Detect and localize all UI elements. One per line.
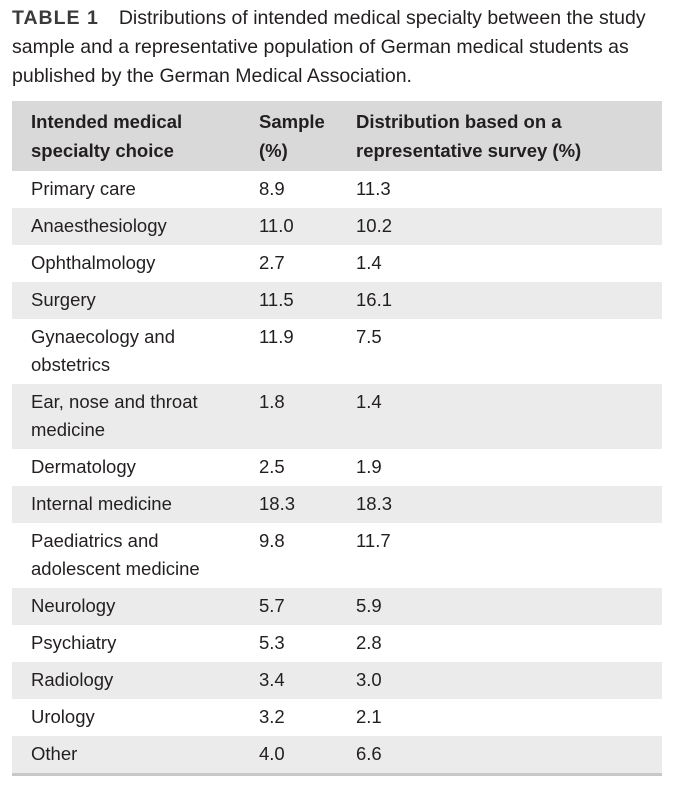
sample-cell: 3.2 [259, 706, 285, 727]
table-body: Primary care 8.9 11.3 Anaesthesiology 11.0 10… [12, 171, 662, 776]
specialty-cell: Primary care [31, 178, 136, 199]
specialty-cell: Dermatology [31, 456, 136, 477]
sample-cell: 2.7 [259, 252, 285, 273]
specialty-cell: Internal medicine [12, 486, 240, 523]
survey-cell: 11.7 [356, 530, 391, 551]
survey-cell: 2.1 [356, 706, 382, 727]
table-row: Internal medicine 18.3 18.3 [12, 486, 662, 523]
sample-cell: 5.3 [259, 632, 285, 653]
table-row: Surgery 11.5 16.1 [12, 282, 662, 319]
sample-cell: 8.9 [259, 178, 285, 199]
sample-cell: 3.4 [240, 662, 337, 699]
header-row: Intended medical specialty choice Sample… [12, 101, 662, 171]
survey-cell: 1.4 [356, 252, 382, 273]
specialty-cell: Urology [31, 706, 95, 727]
caption-text: Distributions of intended medical specia… [12, 7, 646, 87]
table-row: Urology 3.2 2.1 [12, 699, 662, 736]
specialty-cell: Other [12, 736, 240, 776]
specialty-cell: Radiology [12, 662, 240, 699]
sample-cell: 11.9 [259, 326, 294, 347]
survey-cell: 18.3 [337, 486, 662, 523]
column-header-specialty: Intended medical specialty choice [12, 101, 240, 171]
survey-cell: 1.4 [337, 384, 662, 449]
specialty-cell: Paediatrics and adolescent medicine [31, 530, 200, 579]
specialty-cell: Surgery [12, 282, 240, 319]
specialty-table: Intended medical specialty choice Sample… [12, 101, 662, 776]
sample-cell: 5.7 [240, 588, 337, 625]
table-row: Paediatrics and adolescent medicine 9.8 11… [12, 523, 662, 588]
sample-cell: 18.3 [240, 486, 337, 523]
table-label: TABLE 1 [12, 7, 99, 29]
survey-cell: 11.3 [356, 178, 391, 199]
sample-cell: 1.8 [240, 384, 337, 449]
table-row: Anaesthesiology 11.0 10.2 [12, 208, 662, 245]
table-row: Radiology 3.4 3.0 [12, 662, 662, 699]
survey-cell: 5.9 [337, 588, 662, 625]
table-row: Other 4.0 6.6 [12, 736, 662, 776]
column-header-survey: Distribution based on a representative s… [337, 101, 662, 171]
survey-cell: 2.8 [356, 632, 382, 653]
table-row: Ophthalmology 2.7 1.4 [12, 245, 662, 282]
sample-cell: 4.0 [240, 736, 337, 776]
table-row: Primary care 8.9 11.3 [12, 171, 662, 208]
table-caption: TABLE 1 Distributions of intended medical… [12, 4, 667, 91]
table-row: Ear, nose and throat medicine 1.8 1.4 [12, 384, 662, 449]
sample-cell: 11.0 [240, 208, 337, 245]
sample-cell: 2.5 [259, 456, 285, 477]
survey-cell: 1.9 [356, 456, 382, 477]
column-header-sample: Sample (%) [240, 101, 337, 171]
table-row: Gynaecology and obstetrics 11.9 7.5 [12, 319, 662, 384]
specialty-cell: Ophthalmology [31, 252, 156, 273]
table-row: Neurology 5.7 5.9 [12, 588, 662, 625]
table-row: Psychiatry 5.3 2.8 [12, 625, 662, 662]
sample-cell: 11.5 [240, 282, 337, 319]
specialty-cell: Neurology [12, 588, 240, 625]
specialty-cell: Anaesthesiology [12, 208, 240, 245]
specialty-cell: Gynaecology and obstetrics [31, 326, 175, 375]
survey-cell: 7.5 [356, 326, 382, 347]
table-row: Dermatology 2.5 1.9 [12, 449, 662, 486]
survey-cell: 3.0 [337, 662, 662, 699]
specialty-cell: Ear, nose and throat medicine [12, 384, 240, 449]
sample-cell: 9.8 [259, 530, 285, 551]
survey-cell: 10.2 [337, 208, 662, 245]
survey-cell: 16.1 [337, 282, 662, 319]
specialty-cell: Psychiatry [31, 632, 117, 653]
survey-cell: 6.6 [337, 736, 662, 776]
